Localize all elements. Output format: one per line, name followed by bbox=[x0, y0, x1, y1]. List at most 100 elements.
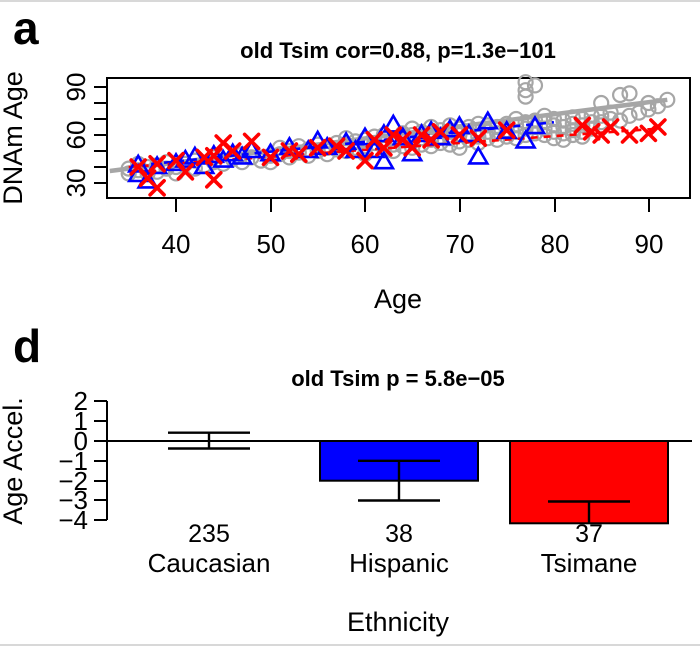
caucasian-point bbox=[526, 77, 544, 94]
caucasian-point bbox=[621, 107, 638, 124]
tsimane-point bbox=[223, 142, 242, 160]
tsimane-fit-line bbox=[128, 127, 658, 169]
panel-a-y-axis bbox=[94, 86, 107, 184]
caucasian-point bbox=[536, 126, 553, 144]
tsimane-point bbox=[601, 118, 620, 136]
tsimane-point bbox=[337, 142, 355, 160]
bar-count-labels: 235 38 37 bbox=[188, 520, 603, 548]
tsimane-point bbox=[582, 123, 601, 141]
tsimane-point bbox=[412, 126, 431, 144]
caucasian-point bbox=[555, 118, 572, 136]
svg-text:−4: −4 bbox=[58, 505, 88, 535]
hispanic-point bbox=[363, 138, 386, 159]
panel-d-x-label: Ethnicity bbox=[347, 607, 450, 637]
tsimane-point bbox=[205, 171, 223, 189]
tsimane-point bbox=[403, 139, 421, 157]
hispanic-point bbox=[315, 135, 339, 156]
hispanic-point bbox=[183, 145, 207, 165]
caucasian-point bbox=[611, 112, 629, 129]
hispanic-point bbox=[193, 154, 216, 175]
tsimane-point bbox=[261, 148, 280, 167]
caucasian-point bbox=[545, 130, 563, 147]
count-tsimane: 37 bbox=[575, 520, 603, 548]
hispanic-point bbox=[476, 110, 500, 130]
panel-d-y-label: Age Accel. bbox=[0, 397, 28, 525]
tsimane-point bbox=[469, 129, 488, 147]
tsimane-point bbox=[620, 126, 639, 144]
tsimane-point bbox=[148, 179, 166, 197]
caucasian-point bbox=[611, 86, 629, 104]
bar-category-labels: Caucasian Hispanic Tsimane bbox=[148, 548, 638, 578]
tsimane-point bbox=[242, 132, 261, 151]
svg-text:−3: −3 bbox=[58, 485, 88, 515]
panel-a-title: old Tsim cor=0.88, p=1.3e−101 bbox=[240, 38, 556, 63]
category-hispanic: Hispanic bbox=[349, 548, 449, 578]
svg-text:50: 50 bbox=[257, 229, 286, 259]
panel-a-x-axis bbox=[175, 199, 650, 212]
panel-a-y-tick-labels: 30 60 90 bbox=[61, 73, 91, 198]
svg-text:−1: −1 bbox=[58, 446, 88, 476]
caucasian-point bbox=[545, 110, 563, 128]
caucasian-point bbox=[555, 125, 572, 142]
panel-d-title: old Tsim p = 5.8e−05 bbox=[291, 366, 505, 391]
caucasian-point bbox=[526, 112, 544, 129]
svg-text:1: 1 bbox=[74, 406, 88, 436]
svg-text:80: 80 bbox=[541, 229, 570, 259]
hispanic-point bbox=[240, 138, 263, 159]
panel-d-y-tick-labels: 2 1 0 −1 −2 −3 −4 bbox=[58, 386, 88, 535]
svg-text:2: 2 bbox=[74, 386, 88, 416]
category-tsimane: Tsimane bbox=[541, 548, 638, 578]
caucasian-point bbox=[545, 123, 563, 140]
hispanic-point bbox=[495, 119, 518, 140]
tsimane-point bbox=[356, 151, 374, 170]
svg-text:60: 60 bbox=[351, 229, 380, 259]
panel-a-letter: a bbox=[13, 2, 39, 54]
tsimane-points bbox=[129, 116, 667, 197]
tsimane-point bbox=[639, 124, 658, 143]
tsimane-point bbox=[450, 126, 469, 144]
caucasian-point bbox=[555, 131, 572, 148]
category-caucasian: Caucasian bbox=[148, 548, 271, 578]
tsimane-point bbox=[375, 139, 393, 157]
caucasian-point bbox=[564, 126, 581, 144]
svg-text:90: 90 bbox=[635, 229, 664, 259]
caucasian-point bbox=[574, 117, 591, 134]
svg-text:−2: −2 bbox=[58, 466, 88, 496]
panel-d-letter: d bbox=[13, 320, 41, 372]
svg-text:30: 30 bbox=[61, 169, 91, 198]
count-caucasian: 235 bbox=[188, 520, 230, 548]
caucasian-point bbox=[517, 126, 534, 144]
tsimane-point bbox=[280, 142, 299, 160]
caucasian-point bbox=[489, 131, 506, 148]
hispanic-point bbox=[372, 150, 396, 170]
tsimane-point bbox=[148, 155, 166, 173]
bars bbox=[319, 440, 669, 525]
tsimane-point bbox=[327, 137, 346, 155]
svg-text:0: 0 bbox=[74, 426, 88, 456]
caucasian-point bbox=[621, 85, 638, 102]
panel-a-y-label: DNAm Age bbox=[0, 71, 28, 205]
hispanic-point bbox=[344, 138, 367, 159]
caucasian-point bbox=[517, 74, 534, 91]
svg-text:90: 90 bbox=[61, 73, 91, 102]
tsimane-point bbox=[308, 139, 327, 157]
hispanic-point bbox=[523, 114, 547, 135]
hispanic-point bbox=[136, 169, 159, 189]
tsimane-point bbox=[205, 147, 223, 165]
panel-a-plot-box bbox=[106, 77, 691, 199]
tsimane-point bbox=[497, 121, 516, 139]
hispanic-point bbox=[514, 129, 537, 149]
hispanic-point bbox=[382, 113, 405, 133]
tsimane-point bbox=[384, 126, 403, 144]
tsimane-point bbox=[573, 116, 592, 135]
tsimane-point bbox=[290, 145, 308, 163]
caucasian-point bbox=[545, 117, 563, 134]
svg-text:60: 60 bbox=[61, 121, 91, 150]
caucasian-point bbox=[517, 120, 534, 137]
tsimane-point bbox=[649, 118, 667, 136]
count-hispanic: 38 bbox=[385, 520, 413, 548]
caucasian-point bbox=[517, 82, 534, 99]
tsimane-point bbox=[176, 163, 195, 181]
